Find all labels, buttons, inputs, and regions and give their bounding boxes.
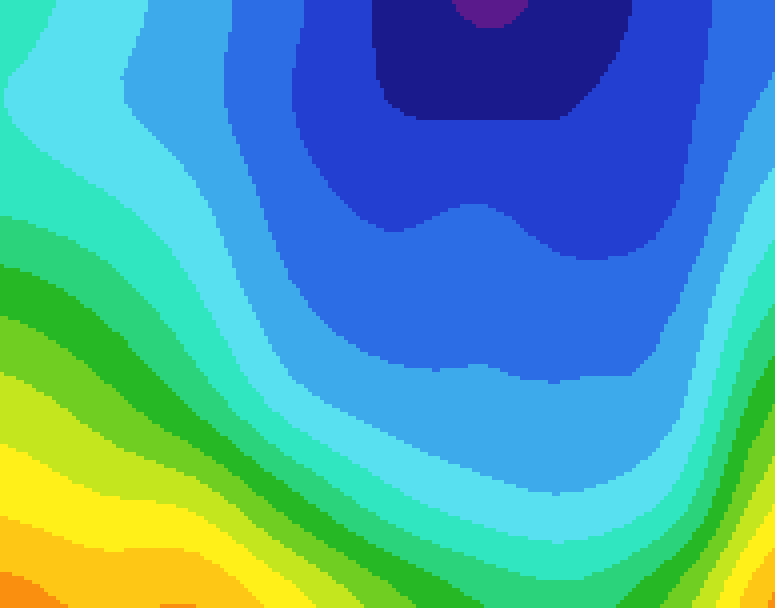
contour-plot [0,0,775,608]
